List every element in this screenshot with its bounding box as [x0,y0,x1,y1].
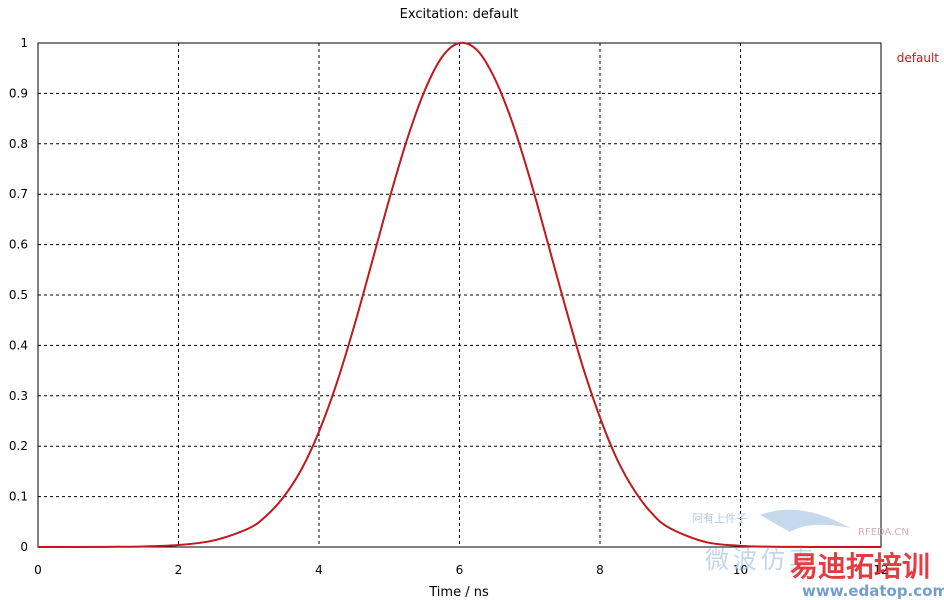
legend: default [897,51,940,65]
x-tick-label: 10 [733,563,748,577]
x-tick-label: 12 [873,563,888,577]
watermark-chinese-large: 微波仿真 [705,546,817,574]
y-tick-label: 1 [20,36,28,50]
x-axis-label: Time / ns [428,585,489,600]
y-tick-label: 0.4 [9,338,28,352]
grid-layer [38,43,881,547]
watermark: 阿有上件子 RFEDA.CN 微波仿真 易迪拓培训 www.edatop.com [692,509,944,600]
tick-layer: 0 2 4 6 8 10 12 0 0.1 0.2 0.3 0.4 0.5 0.6 0.7 0.8 0.9 1 [9,36,889,577]
y-tick-label: 0.6 [9,238,28,252]
legend-entry: default [897,51,940,65]
y-tick-label: 0.2 [9,439,28,453]
watermark-site-url: www.edatop.com [802,582,944,600]
y-tick-label: 0.3 [9,389,28,403]
y-tick-label: 0.8 [9,137,28,151]
x-tick-label: 6 [456,563,464,577]
y-tick-label: 0.9 [9,86,28,100]
chart-title: Excitation: default [400,7,519,22]
y-tick-label: 0.1 [9,490,28,504]
x-tick-label: 0 [34,563,42,577]
watermark-small-brand: RFEDA.CN [858,527,909,538]
watermark-wing-icon [760,509,850,532]
watermark-site-name: 易迪拓培训 [790,550,930,583]
watermark-chinese-small: 阿有上件子 [692,511,747,525]
series-layer [37,41,882,549]
y-tick-label: 0 [20,540,28,554]
series-line-default [37,41,882,549]
x-tick-label: 8 [596,563,604,577]
y-tick-label: 0.7 [9,187,28,201]
y-tick-label: 0.5 [9,288,28,302]
x-tick-label: 2 [175,563,183,577]
x-tick-label: 4 [315,563,323,577]
